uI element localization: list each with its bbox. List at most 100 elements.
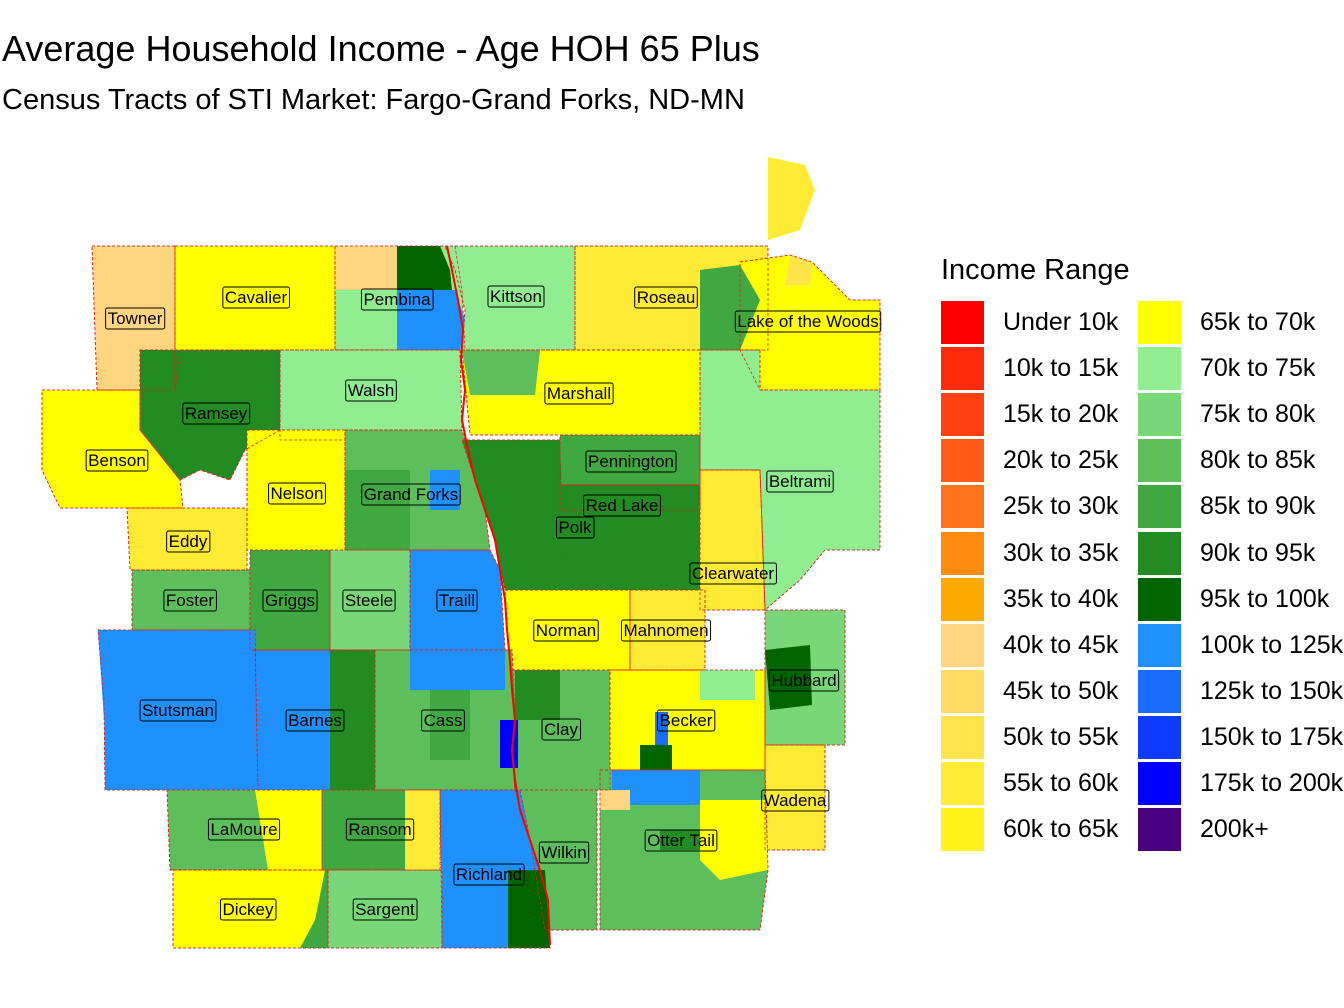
county-label-box — [166, 530, 211, 553]
county-name: Wadena — [764, 791, 827, 810]
legend-swatch — [1138, 301, 1181, 344]
county-label-lamoure: LaMoure — [207, 818, 281, 841]
census-tract — [397, 290, 465, 350]
county-label-clearwater: Clearwater — [689, 562, 777, 585]
county-label-roseau: Roseau — [634, 286, 698, 309]
census-tract — [430, 470, 460, 510]
county-boundary — [41, 389, 184, 509]
census-tract — [765, 645, 812, 710]
legend-label: 175k to 200k — [1200, 769, 1344, 797]
county-boundary — [327, 869, 443, 949]
red-river-boundary — [446, 245, 551, 946]
legend-swatch — [941, 808, 984, 852]
legend-swatch — [1138, 669, 1181, 713]
legend-item: 20k to 25k — [941, 439, 1151, 485]
census-tract — [700, 265, 760, 350]
legend-item: 40k to 45k — [941, 623, 1151, 670]
county-boundary — [97, 629, 259, 791]
census-tract — [515, 670, 560, 720]
census-tract — [430, 690, 470, 760]
legend-item: 10k to 15k — [941, 347, 1151, 393]
census-tract — [785, 255, 812, 285]
legend-label: 200k+ — [1200, 815, 1269, 844]
census-tract — [700, 670, 755, 700]
county-name: Ramsey — [185, 404, 248, 423]
census-tract — [440, 790, 525, 870]
legend-swatch — [941, 577, 984, 621]
county-label-box — [268, 482, 326, 505]
county-label-stutsman: Stutsman — [139, 699, 217, 722]
county-label-box — [766, 470, 834, 493]
census-tract — [330, 650, 375, 790]
legend-label: 50k to 55k — [1003, 722, 1119, 751]
legend-item: 15k to 20k — [941, 393, 1151, 439]
census-tract — [300, 870, 328, 948]
county-label-box — [583, 494, 661, 517]
legend-label: 80k to 85k — [1200, 446, 1316, 475]
county-name: Barnes — [288, 711, 342, 730]
legend-item: 65k to 70k — [1138, 301, 1344, 347]
county-name: Red Lake — [586, 496, 659, 515]
legend-label: 125k to 150k — [1200, 676, 1344, 705]
legend-label: 45k to 50k — [1003, 676, 1119, 705]
county-label-box — [361, 483, 461, 506]
census-tract — [462, 350, 540, 395]
county-name: Towner — [108, 309, 163, 328]
county-name: Pennington — [588, 452, 674, 471]
legend-title: Income Range — [941, 254, 1130, 286]
county-name: Benson — [88, 451, 146, 470]
county-boundary — [409, 549, 506, 651]
legend-label: Under 10k — [1003, 308, 1119, 336]
county-name: Richland — [456, 865, 522, 884]
county-label-pembina: Pembina — [360, 288, 434, 311]
county-name: LaMoure — [210, 820, 277, 839]
legend-swatch — [1138, 762, 1181, 805]
county-name: Norman — [536, 621, 596, 640]
county-label-box — [734, 310, 882, 333]
census-tract — [508, 870, 550, 948]
county-labels: Towner Cavalier Pembina Kittson Roseau Lake o… — [85, 285, 882, 921]
legend-label: 85k to 90k — [1200, 492, 1316, 521]
county-label-box — [163, 589, 217, 612]
census-tract — [335, 246, 397, 290]
county-label-red-lake: Red Lake — [583, 494, 661, 517]
legend-label: 35k to 40k — [1003, 584, 1119, 613]
county-name: Mahnomen — [623, 621, 708, 640]
legend-item: 85k to 90k — [1138, 485, 1344, 531]
county-label-box — [139, 699, 217, 722]
legend-swatch — [1138, 393, 1181, 437]
county-label-box — [360, 288, 434, 311]
county-label-norman: Norman — [533, 619, 599, 642]
map-subtitle: Census Tracts of STI Market: Fargo-Grand… — [2, 84, 745, 116]
county-name: Clay — [544, 720, 579, 739]
census-tract — [410, 650, 505, 690]
county-name: Beltrami — [769, 472, 831, 491]
county-label-box — [538, 841, 590, 864]
legend-item: 175k to 200k — [1138, 762, 1344, 808]
legend-label: 75k to 80k — [1200, 400, 1316, 429]
county-label-box — [105, 307, 166, 330]
legend-swatch — [941, 762, 984, 805]
county-label-otter-tail: Otter Tail — [644, 829, 718, 852]
county-name: Ransom — [348, 820, 411, 839]
county-name: Eddy — [169, 532, 208, 551]
county-label-box — [222, 286, 291, 309]
county-name: Sargent — [355, 900, 415, 919]
legend-label: 15k to 20k — [1003, 400, 1119, 429]
county-name: Becker — [660, 711, 713, 730]
county-name: Foster — [166, 591, 215, 610]
county-name: Wilkin — [541, 843, 586, 862]
county-label-barnes: Barnes — [285, 709, 345, 732]
legend-swatch — [941, 669, 984, 713]
county-label-box — [262, 589, 318, 612]
legend-label: 55k to 60k — [1003, 769, 1119, 797]
county-label-pennington: Pennington — [585, 450, 677, 473]
legend-item: 150k to 175k — [1138, 715, 1344, 762]
legend-item: 50k to 55k — [941, 715, 1151, 762]
legend-item: Under 10k — [941, 301, 1151, 347]
county-name: Clearwater — [692, 564, 775, 583]
county-label-box — [345, 379, 397, 402]
county-name: Lake of the Woods — [737, 312, 878, 331]
county-label-griggs: Griggs — [262, 589, 318, 612]
county-label-polk: Polk — [555, 516, 595, 539]
